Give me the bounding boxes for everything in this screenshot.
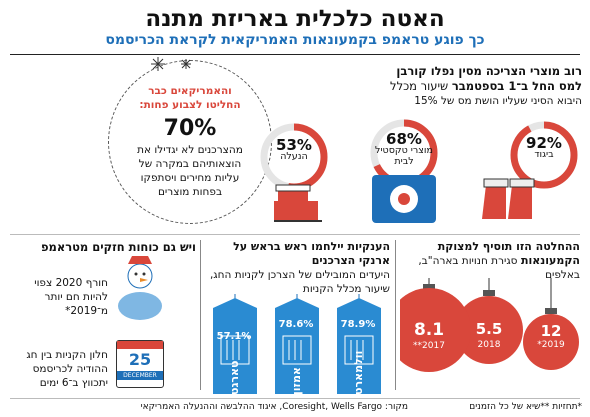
ornament-value: 5.5 — [475, 320, 503, 338]
ornament-year: **2017 — [413, 341, 445, 351]
weather-item1: חורף 2020 צפוי להיות חם יותר מ־2019* — [34, 277, 108, 317]
tag-pct: 57.1% — [216, 331, 252, 342]
retail-sub: סגירת חנויות בארה"ב, באלפים — [418, 255, 580, 281]
calendar-month: DECEMBER — [117, 371, 163, 380]
ornament-year: 2018 — [477, 340, 501, 350]
calendar-icon: 25 DECEMBER — [116, 340, 164, 388]
ornament-year: *2019 — [537, 340, 565, 350]
ring-label-clothing: 92% ביגוד — [514, 134, 574, 161]
boot-icon — [274, 184, 322, 222]
section-divider — [10, 234, 580, 235]
ring-text: ביגוד — [534, 149, 554, 160]
tag-name: אמזון — [290, 367, 303, 395]
ornament-2018 — [455, 290, 523, 364]
consumers-red-text: והאמריקאים כבר החליטו לצבוע פחות: — [139, 85, 241, 111]
giants-sub: היעדים המובילים של הצרכן לקניות החג, שיע… — [209, 269, 390, 295]
retail-heading: ההחלטה הזו תוסיף למצוקת הקמעונאות — [437, 240, 580, 267]
retail-heading-block: ההחלטה הזו תוסיף למצוקת הקמעונאות סגירת … — [400, 240, 580, 282]
ring-label-footwear: 53% הנעלה — [264, 136, 324, 163]
footer-divider — [10, 398, 580, 399]
tag-name: טארגט — [228, 360, 241, 396]
tariff-sub: היבוא הסיני שעליו הושת מס של 15% — [414, 95, 582, 107]
snowflake-icon — [151, 57, 191, 71]
consumers-text: מהצרכנים לא יגדילו את הוצאותיהם במקרה של… — [137, 144, 243, 198]
tag-walmart — [337, 298, 381, 394]
ornaments — [400, 278, 579, 372]
ornament-2017 — [400, 284, 471, 372]
tariff-heading-rest: שיעור מכלל — [390, 79, 449, 93]
calendar-header — [117, 341, 163, 349]
ornament-value: 8.1 — [413, 320, 445, 340]
ring-label-textile: 68% מוצרי טקסטיל לבית — [374, 130, 434, 168]
title-divider — [10, 54, 580, 55]
footer-notes: *תחזיות **שיא של כל הזמנים — [469, 402, 582, 412]
weather-heading: ויש גם כוחות חזקים מטראמפ — [40, 240, 196, 254]
ring-text: הנעלה — [280, 151, 308, 162]
tag-target — [213, 298, 257, 394]
giants-heading-block: הענקיות יילחמו ראש בראש על ארנקי הצרכנים… — [206, 240, 390, 296]
ring-progress — [510, 121, 578, 189]
page-subtitle: כך פוגע טראמפ בקמעונאות האמריקאית לקראת … — [105, 32, 485, 48]
calendar-day: 25 — [128, 350, 152, 369]
ring-pct: 92% — [526, 134, 562, 152]
column-divider — [395, 240, 396, 390]
column-divider — [200, 240, 201, 390]
footer-source: מקור: Coresight, Wells Fargo, איגוד ההלב… — [140, 402, 408, 412]
consumers-pct: 70% — [163, 116, 217, 141]
mittens-icon — [482, 178, 535, 219]
tariff-rings — [260, 119, 578, 223]
pillow-icon — [372, 175, 436, 223]
tag-pct: 78.6% — [278, 319, 314, 330]
page-title: האטה כלכלית באריזת מתנה — [145, 6, 445, 32]
ring-pct: 68% — [386, 130, 422, 148]
ornament-2019 — [523, 308, 579, 370]
tag-amazon — [275, 298, 319, 394]
ring-pct: 53% — [276, 136, 312, 154]
snowman-icon — [118, 256, 162, 320]
tariff-heading-line2: למס החל ב־1 בספטמבר — [451, 79, 582, 93]
giants-heading: הענקיות יילחמו ראש בראש על ארנקי הצרכנים — [233, 240, 390, 267]
ring-text: מוצרי טקסטיל לבית — [375, 145, 433, 167]
tag-name: וולמארט — [352, 350, 365, 395]
price-tags — [213, 294, 381, 394]
tariff-heading-line1: רוב מוצרי הצריכה מסין נפלו קורבן — [396, 64, 582, 78]
tariff-heading: רוב מוצרי הצריכה מסין נפלו קורבן למס החל… — [296, 64, 582, 108]
ornament-value: 12 — [540, 322, 562, 340]
tag-pct: 78.9% — [340, 319, 376, 330]
weather-item2: חלון הקניות בין חג ההודיה לכריסמס יתכווץ… — [26, 349, 108, 389]
